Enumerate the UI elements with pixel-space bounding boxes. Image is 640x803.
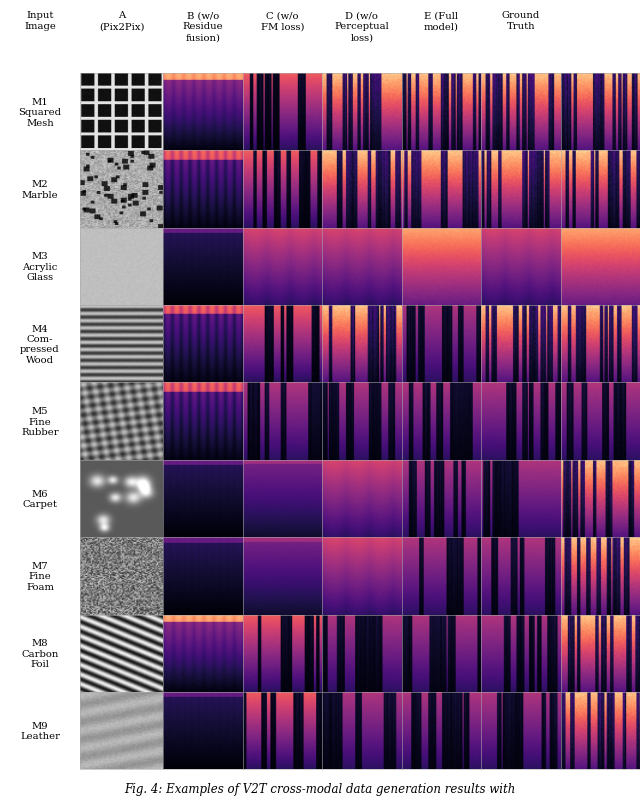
Text: M4
Com-
pressed
Wood: M4 Com- pressed Wood <box>20 324 60 365</box>
Text: C (w/o
FM loss): C (w/o FM loss) <box>260 11 304 31</box>
Text: D (w/o
Perceptual
loss): D (w/o Perceptual loss) <box>335 11 389 43</box>
Text: M5
Fine
Rubber: M5 Fine Rubber <box>21 406 59 437</box>
Text: M3
Acrylic
Glass: M3 Acrylic Glass <box>22 252 58 282</box>
Text: M1
Squared
Mesh: M1 Squared Mesh <box>19 98 61 128</box>
Text: M8
Carbon
Foil: M8 Carbon Foil <box>21 638 59 668</box>
Text: M9
Leather: M9 Leather <box>20 721 60 740</box>
Text: Input
Image: Input Image <box>24 11 56 31</box>
Text: A
(Pix2Pix): A (Pix2Pix) <box>99 11 145 31</box>
Text: M6
Carpet: M6 Carpet <box>22 489 58 508</box>
Text: M7
Fine
Foam: M7 Fine Foam <box>26 561 54 591</box>
Text: M2
Marble: M2 Marble <box>22 180 58 199</box>
Text: Fig. 4: Examples of V2T cross-modal data generation results with: Fig. 4: Examples of V2T cross-modal data… <box>124 782 516 795</box>
Text: Ground
Truth: Ground Truth <box>502 11 540 31</box>
Text: B (w/o
Residue
fusion): B (w/o Residue fusion) <box>182 11 223 43</box>
Text: E (Full
model): E (Full model) <box>424 11 459 31</box>
